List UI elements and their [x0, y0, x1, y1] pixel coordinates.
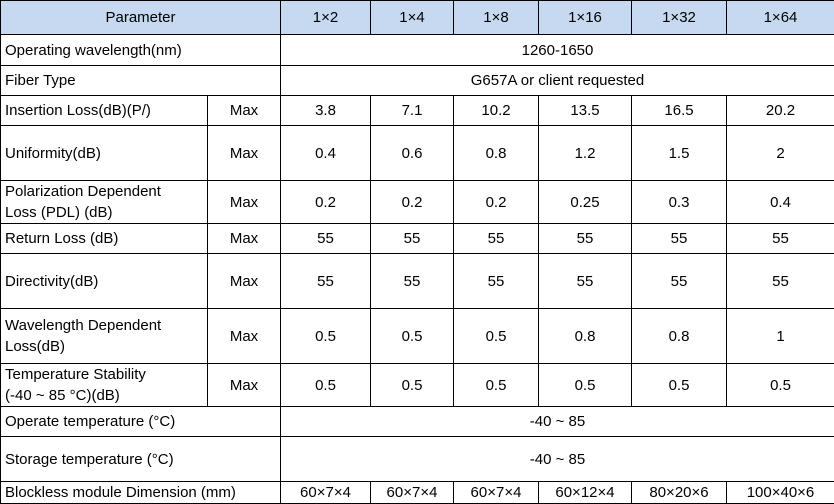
value-cell: -40 ~ 85: [281, 437, 834, 482]
row-label: Uniformity(dB): [1, 126, 208, 181]
header-cell: 1×64: [727, 1, 834, 35]
value-cell: 0.4: [727, 181, 834, 224]
value-cell: 20.2: [727, 96, 834, 126]
row-qualifier: Max: [208, 224, 281, 254]
row-label: Temperature Stability (-40 ~ 85 °C)(dB): [1, 364, 208, 407]
row-label: Operate temperature (°C): [1, 407, 281, 437]
value-cell: 0.5: [371, 364, 454, 407]
value-cell: G657A or client requested: [281, 66, 834, 96]
table-row: Storage temperature (°C)-40 ~ 85: [1, 437, 834, 482]
value-cell: 0.5: [281, 309, 371, 364]
row-label: Directivity(dB): [1, 254, 208, 309]
value-cell: 55: [727, 254, 834, 309]
row-qualifier: Max: [208, 364, 281, 407]
value-cell: 55: [371, 224, 454, 254]
row-qualifier: Max: [208, 126, 281, 181]
value-cell: 0.6: [371, 126, 454, 181]
value-cell: 55: [727, 224, 834, 254]
value-cell: 55: [454, 254, 539, 309]
row-qualifier: Max: [208, 254, 281, 309]
value-cell: 0.5: [727, 364, 834, 407]
value-cell: 55: [632, 254, 727, 309]
value-cell: 1260-1650: [281, 35, 834, 66]
value-cell: 0.8: [454, 126, 539, 181]
value-cell: 55: [539, 254, 632, 309]
value-cell: 0.8: [632, 309, 727, 364]
value-cell: 1: [727, 309, 834, 364]
value-cell: 60×7×4: [454, 482, 539, 504]
value-cell: 55: [539, 224, 632, 254]
row-qualifier: Max: [208, 96, 281, 126]
row-qualifier: Max: [208, 181, 281, 224]
row-label: Insertion Loss(dB)(P/): [1, 96, 208, 126]
row-label: Return Loss (dB): [1, 224, 208, 254]
row-label: Storage temperature (°C): [1, 437, 281, 482]
value-cell: 10.2: [454, 96, 539, 126]
table-row: Operate temperature (°C)-40 ~ 85: [1, 407, 834, 437]
value-cell: 3.8: [281, 96, 371, 126]
value-cell: 100×40×6: [727, 482, 834, 504]
value-cell: 0.5: [454, 364, 539, 407]
table-row: Polarization Dependent Loss (PDL) (dB)Ma…: [1, 181, 834, 224]
row-qualifier: Max: [208, 309, 281, 364]
row-label: Fiber Type: [1, 66, 281, 96]
value-cell: 7.1: [371, 96, 454, 126]
value-cell: 80×20×6: [632, 482, 727, 504]
header-cell: 1×8: [454, 1, 539, 35]
value-cell: 0.5: [454, 309, 539, 364]
value-cell: 55: [371, 254, 454, 309]
value-cell: 0.5: [281, 364, 371, 407]
header-cell: Parameter: [1, 1, 281, 35]
value-cell: 2: [727, 126, 834, 181]
value-cell: 0.5: [371, 309, 454, 364]
value-cell: 0.5: [632, 364, 727, 407]
value-cell: 55: [281, 224, 371, 254]
row-label: Wavelength Dependent Loss(dB): [1, 309, 208, 364]
value-cell: 55: [632, 224, 727, 254]
value-cell: 55: [454, 224, 539, 254]
table-row: Operating wavelength(nm)1260-1650: [1, 35, 834, 66]
header-cell: 1×32: [632, 1, 727, 35]
row-label: Blockless module Dimension (mm): [1, 482, 281, 504]
value-cell: 13.5: [539, 96, 632, 126]
value-cell: 0.2: [371, 181, 454, 224]
value-cell: 0.8: [539, 309, 632, 364]
value-cell: 60×12×4: [539, 482, 632, 504]
value-cell: 0.25: [539, 181, 632, 224]
row-label: Polarization Dependent Loss (PDL) (dB): [1, 181, 208, 224]
header-cell: 1×2: [281, 1, 371, 35]
value-cell: 55: [281, 254, 371, 309]
value-cell: 0.4: [281, 126, 371, 181]
table-row: Temperature Stability (-40 ~ 85 °C)(dB)M…: [1, 364, 834, 407]
row-label: Operating wavelength(nm): [1, 35, 281, 66]
value-cell: 1.5: [632, 126, 727, 181]
value-cell: -40 ~ 85: [281, 407, 834, 437]
header-cell: 1×16: [539, 1, 632, 35]
value-cell: 1.2: [539, 126, 632, 181]
value-cell: 60×7×4: [281, 482, 371, 504]
value-cell: 0.2: [281, 181, 371, 224]
value-cell: 0.5: [539, 364, 632, 407]
value-cell: 60×7×4: [371, 482, 454, 504]
header-cell: 1×4: [371, 1, 454, 35]
value-cell: 16.5: [632, 96, 727, 126]
value-cell: 0.2: [454, 181, 539, 224]
value-cell: 0.3: [632, 181, 727, 224]
